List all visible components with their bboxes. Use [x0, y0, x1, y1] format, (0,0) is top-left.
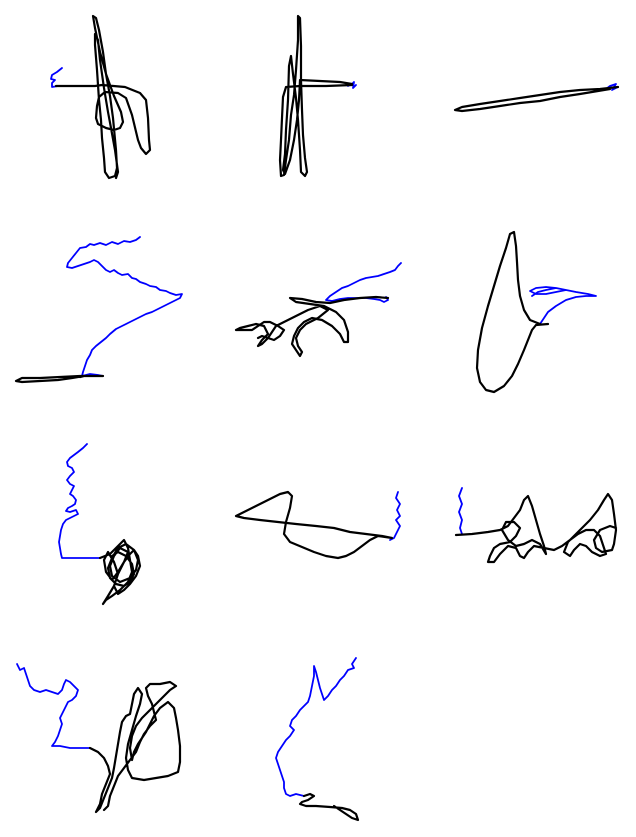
trajectory-panel-9 [454, 487, 618, 564]
trajectory-panel-11 [275, 657, 360, 822]
blue-trace [16, 663, 91, 749]
blue-trace [58, 443, 101, 559]
trajectory-panel-7 [58, 443, 142, 606]
black-trace [234, 295, 390, 358]
trajectory-panel-5 [234, 262, 402, 358]
blue-trace [458, 487, 463, 535]
black-trace [14, 374, 105, 384]
black-trace [234, 490, 394, 560]
black-trace [98, 538, 142, 606]
blue-trace [325, 262, 402, 303]
trajectory-panel-8 [234, 490, 401, 560]
black-trace [54, 14, 152, 180]
blue-trace [389, 491, 401, 541]
blue-trace [50, 67, 63, 88]
black-trace [88, 680, 182, 814]
trajectory-panel-3 [453, 83, 620, 113]
trajectory-panel-1 [50, 14, 152, 180]
trajectory-panel-2 [278, 14, 357, 178]
trajectory-panel-4 [14, 236, 183, 384]
blue-trace [66, 236, 183, 377]
blue-trace [529, 286, 597, 325]
trajectory-panel-10 [16, 663, 182, 814]
black-trace [298, 792, 360, 822]
trajectory-panel-6 [475, 230, 597, 394]
black-trace [278, 14, 354, 178]
blue-trace [275, 657, 357, 797]
black-trace [453, 85, 620, 113]
black-trace [454, 492, 618, 564]
black-trace [475, 230, 550, 394]
